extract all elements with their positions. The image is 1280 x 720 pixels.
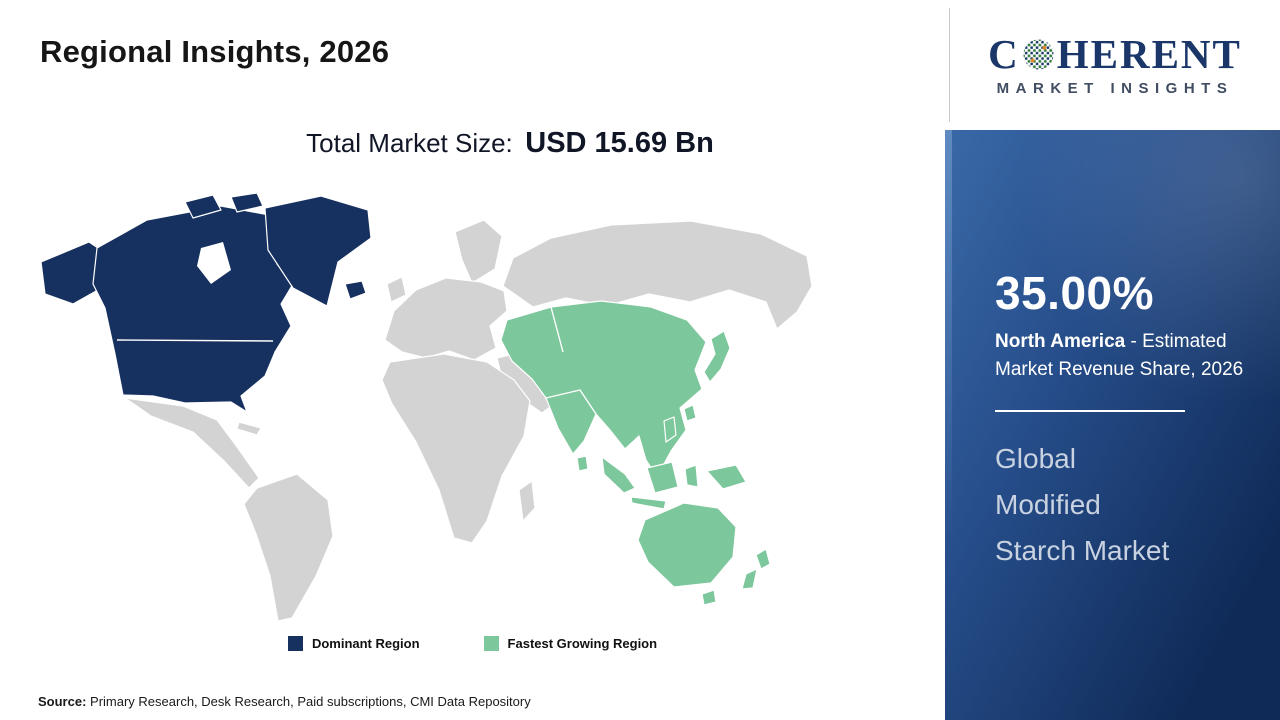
landmass-sri-lanka xyxy=(576,455,589,472)
hudson-bay xyxy=(197,242,231,284)
landmass-sulawesi xyxy=(684,464,699,488)
legend-item-dominant: Dominant Region xyxy=(287,636,420,651)
world-map xyxy=(35,190,825,630)
legend-label-growing: Fastest Growing Region xyxy=(507,636,658,651)
landmass-uk xyxy=(386,276,407,303)
landmass-taiwan xyxy=(683,404,697,422)
share-description: North America - Estimated Market Revenue… xyxy=(995,328,1257,384)
landmass-iceland xyxy=(344,280,367,300)
landmass-tasmania xyxy=(701,589,717,606)
landmass-cuba xyxy=(236,421,262,436)
landmass-scandinavia xyxy=(454,219,503,284)
landmass-canada-us xyxy=(92,205,298,413)
dominant-regions xyxy=(40,192,372,413)
side-panel: 35.00% North America - Estimated Market … xyxy=(945,130,1280,720)
market-size-heading: Total Market Size: USD 15.69 Bn xyxy=(60,127,960,160)
legend-item-growing: Fastest Growing Region xyxy=(483,636,658,651)
landmass-arctic-island-2 xyxy=(230,192,264,213)
source-note: Source: Primary Research, Desk Research,… xyxy=(38,694,531,709)
share-region: North America xyxy=(995,331,1126,352)
brand-letter-c: C xyxy=(988,30,1020,77)
brand-wordmark: C HERENT xyxy=(988,30,1242,77)
share-value: 35.00% xyxy=(995,267,1155,319)
globe-icon xyxy=(1023,38,1054,70)
legend-swatch-growing xyxy=(483,636,499,651)
landmass-japan xyxy=(703,330,731,383)
landmass-new-guinea xyxy=(706,464,747,490)
landmass-madagascar xyxy=(518,480,536,522)
us-canada-border xyxy=(116,339,274,342)
brand-logo: C HERENT MARKET INSIGHTS xyxy=(950,12,1280,118)
market-name-line-3: Starch Market xyxy=(995,535,1170,567)
logo-divider xyxy=(949,8,950,122)
asia-internal-border-2 xyxy=(550,306,564,353)
brand-letters: HERENT xyxy=(1056,30,1242,77)
landmass-sumatra xyxy=(601,456,636,494)
page-title: Regional Insights, 2026 xyxy=(40,34,390,69)
landmass-greenland xyxy=(264,195,372,307)
landmass-java xyxy=(630,496,667,510)
legend-label-dominant: Dominant Region xyxy=(311,636,420,651)
landmass-nz-south xyxy=(741,568,758,590)
market-size-value: USD 15.69 Bn xyxy=(525,127,714,159)
source-label: Source: xyxy=(38,694,87,709)
growing-regions xyxy=(500,300,771,606)
landmass-borneo xyxy=(646,461,679,494)
neutral-regions xyxy=(124,219,813,622)
market-name: Global Modified Starch Market xyxy=(995,436,1250,574)
landmass-arctic-island-1 xyxy=(184,194,222,219)
market-name-line-2: Modified xyxy=(995,489,1101,521)
landmass-mexico-central-america xyxy=(124,397,260,489)
landmass-nz-north xyxy=(755,548,771,570)
market-size-label: Total Market Size: xyxy=(306,128,513,158)
landmass-australia xyxy=(637,502,737,588)
share-desc-rest: - Estimated Market Revenue Share, 2026 xyxy=(995,331,1244,381)
legend-swatch-dominant xyxy=(287,636,303,651)
panel-divider xyxy=(995,410,1185,413)
brand-tagline: MARKET INSIGHTS xyxy=(996,79,1234,97)
world-map-svg xyxy=(40,192,813,622)
map-legend: Dominant Region Fastest Growing Region xyxy=(0,636,945,651)
landmass-philippines xyxy=(663,416,677,443)
landmass-africa xyxy=(381,353,531,544)
landmass-south-america xyxy=(243,473,334,622)
asia-internal-border-1 xyxy=(545,389,597,415)
source-text: Primary Research, Desk Research, Paid su… xyxy=(86,694,531,709)
market-name-line-1: Global xyxy=(995,443,1076,475)
